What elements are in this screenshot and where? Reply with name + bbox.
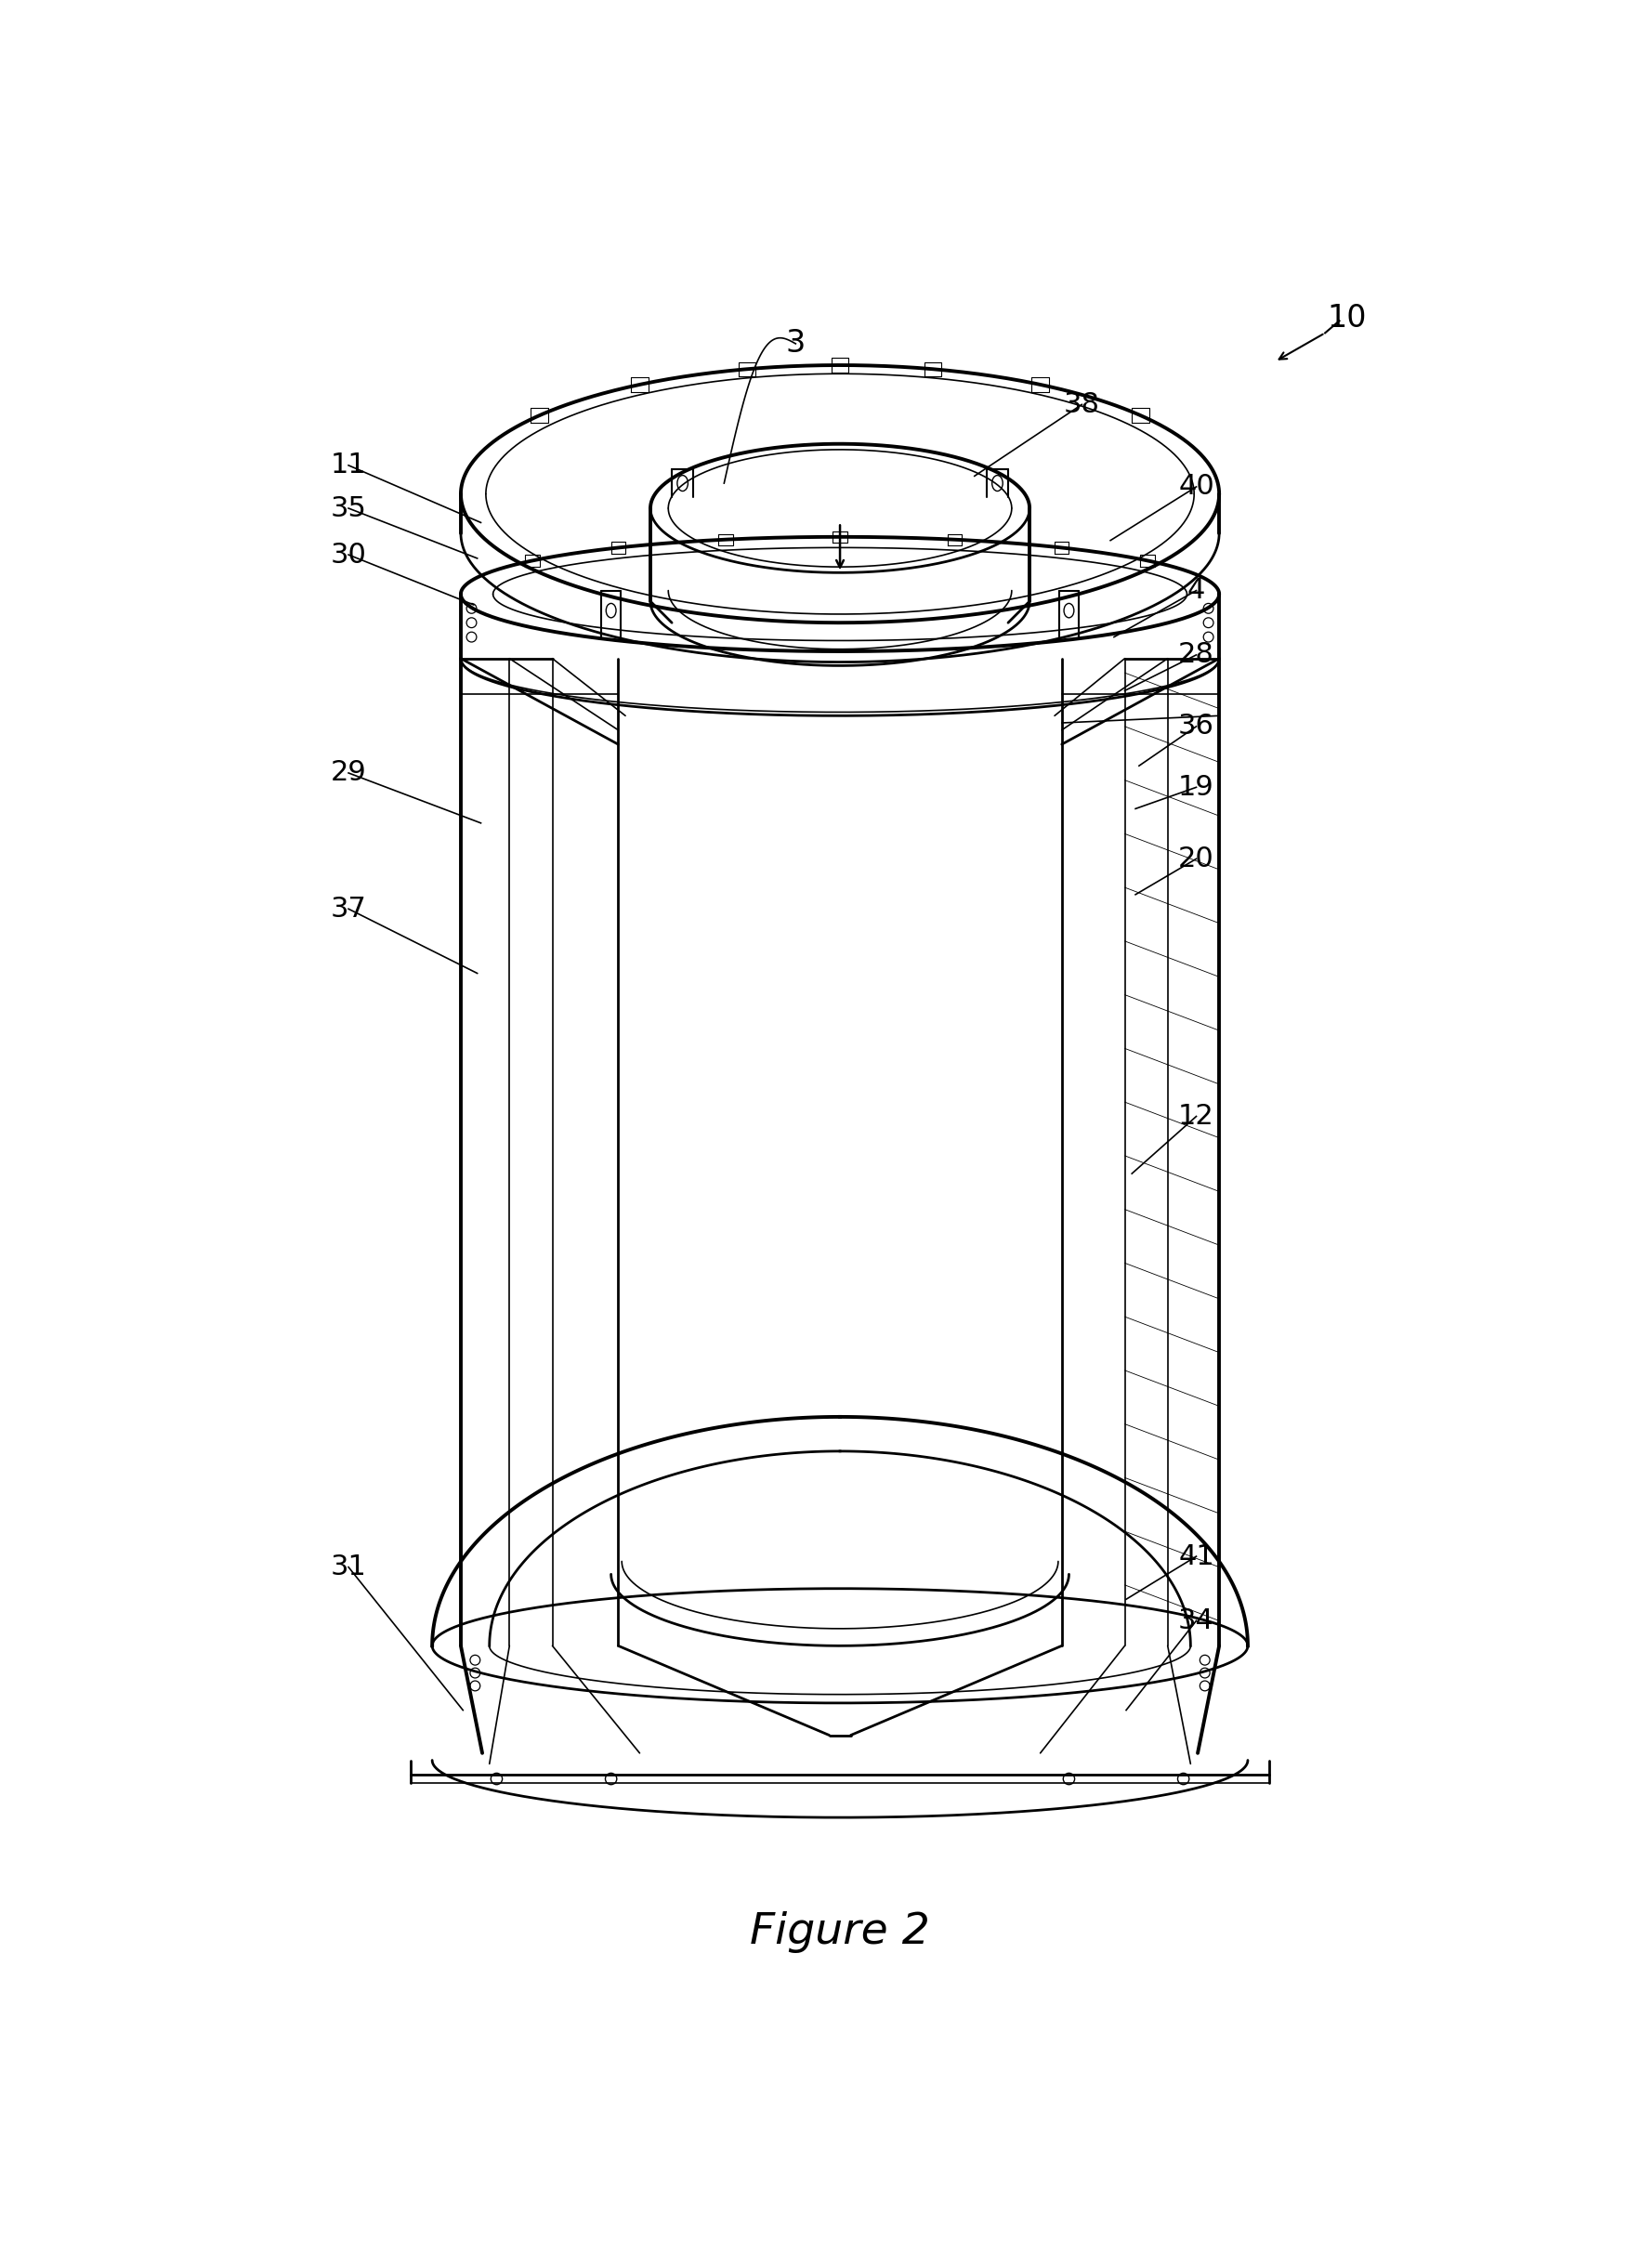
Text: 34: 34 bbox=[1178, 1608, 1214, 1635]
Text: 35: 35 bbox=[331, 494, 367, 522]
Text: 37: 37 bbox=[331, 896, 367, 923]
Text: 20: 20 bbox=[1178, 846, 1214, 873]
Text: 38: 38 bbox=[1064, 390, 1100, 417]
Text: 36: 36 bbox=[1178, 712, 1214, 739]
Text: 3: 3 bbox=[785, 329, 805, 358]
Text: 4: 4 bbox=[1187, 576, 1205, 603]
Text: Figure 2: Figure 2 bbox=[751, 1912, 929, 1953]
Text: 11: 11 bbox=[331, 451, 367, 479]
Text: 12: 12 bbox=[1178, 1102, 1214, 1129]
Text: 40: 40 bbox=[1178, 474, 1214, 501]
Text: 29: 29 bbox=[331, 760, 367, 787]
Text: 28: 28 bbox=[1178, 642, 1214, 669]
Text: 19: 19 bbox=[1178, 773, 1214, 801]
Text: 31: 31 bbox=[331, 1554, 367, 1581]
Text: 30: 30 bbox=[331, 542, 367, 569]
Text: 10: 10 bbox=[1328, 304, 1367, 333]
Text: 41: 41 bbox=[1178, 1542, 1214, 1569]
